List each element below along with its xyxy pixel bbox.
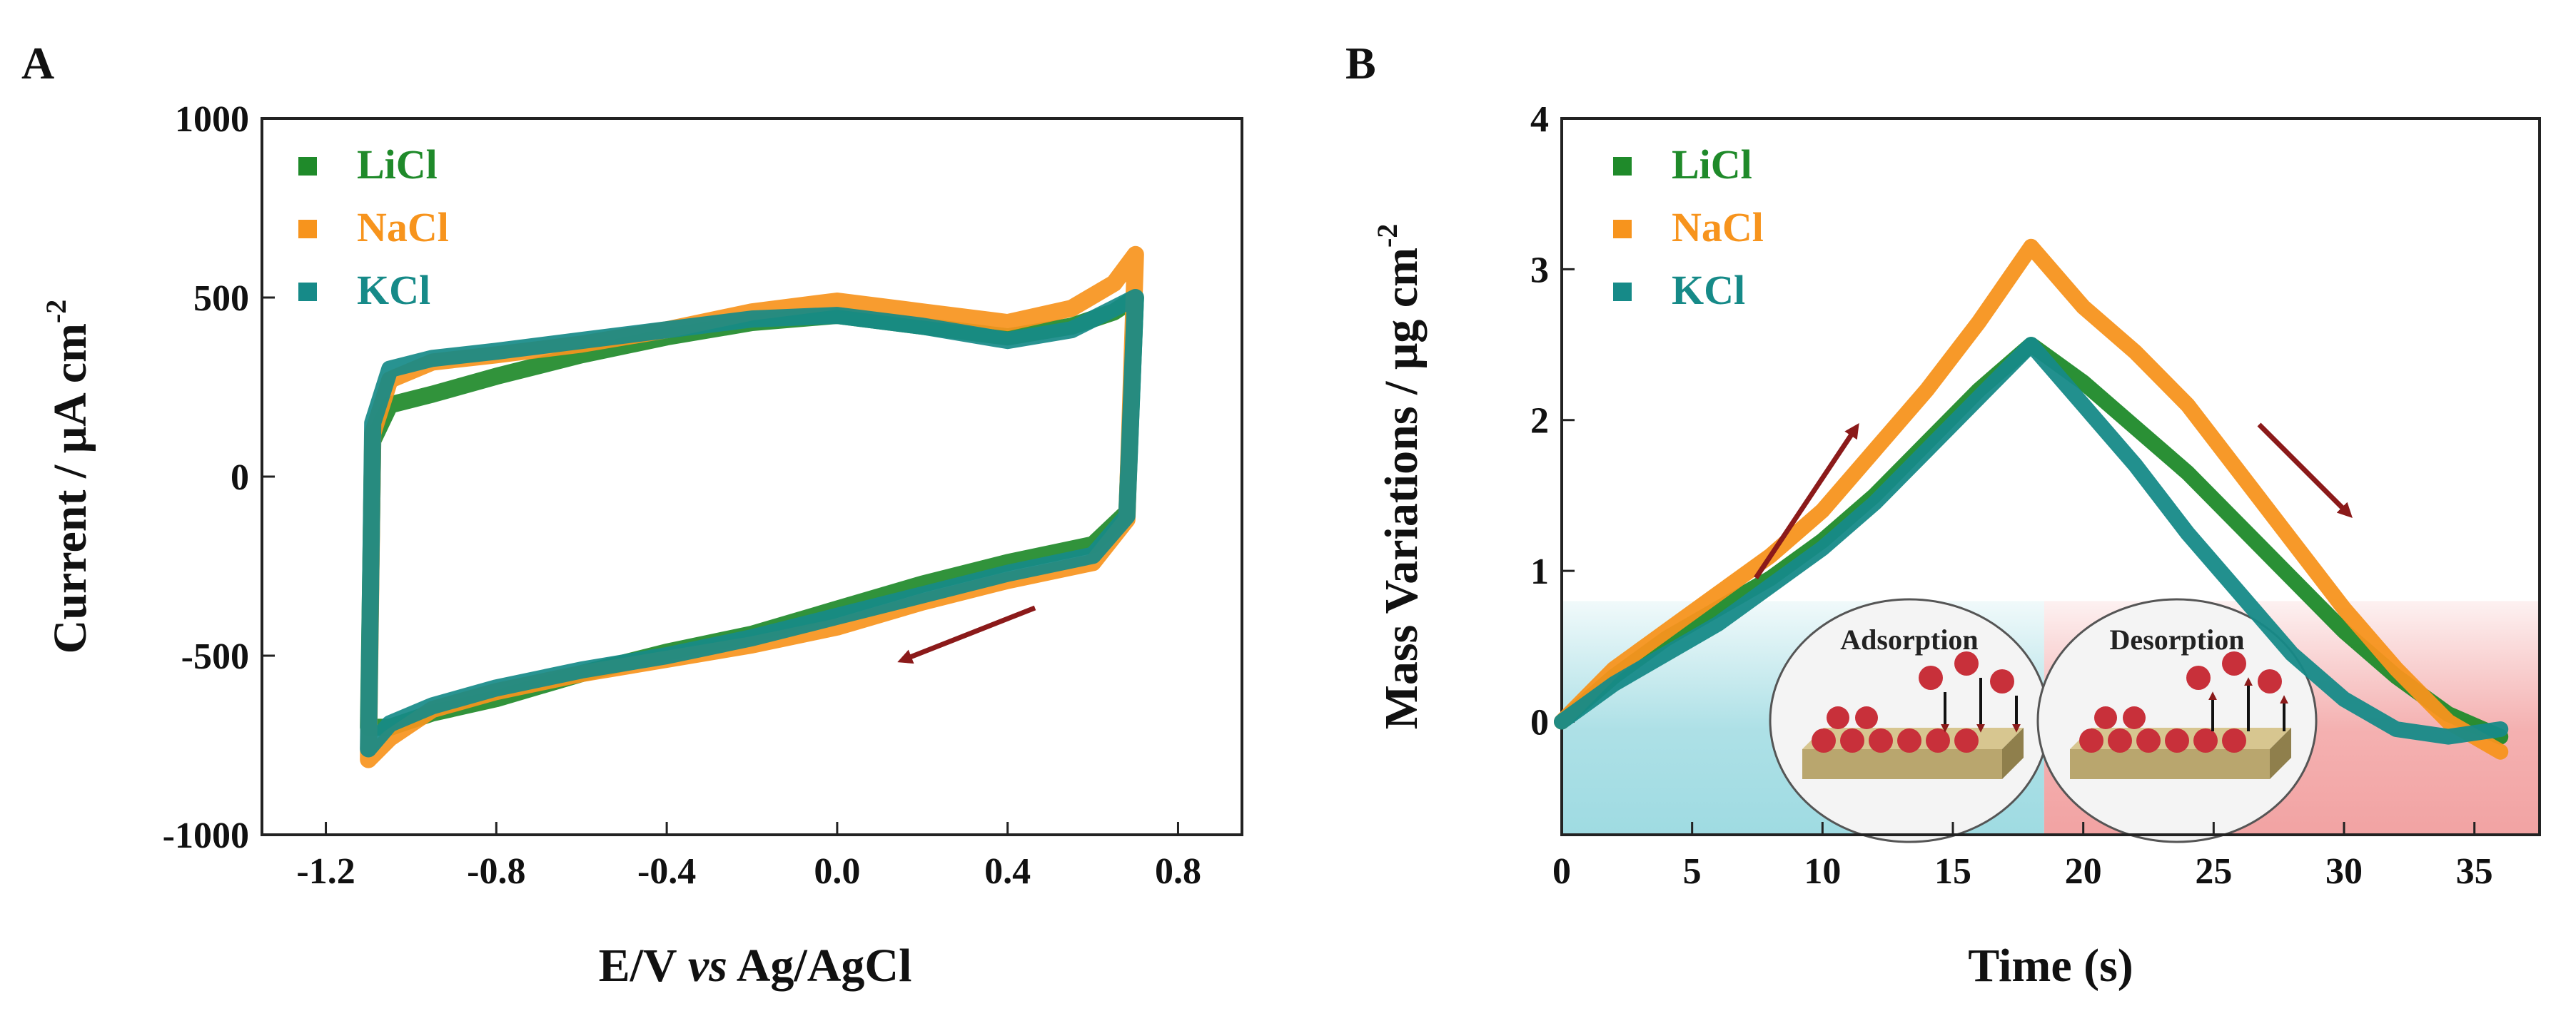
legend-label-kcl: KCl xyxy=(357,267,430,313)
surface-ion xyxy=(2222,728,2246,753)
increase-arrow xyxy=(1754,423,1859,579)
scan-direction-arrow xyxy=(897,605,1036,664)
legend-marker-nacl xyxy=(298,220,317,238)
y-tick-label: -1000 xyxy=(163,816,249,856)
panel-b-frame xyxy=(1560,117,2541,836)
moving-ion xyxy=(2186,666,2211,690)
surface-ion xyxy=(1897,728,1921,753)
y-tick-label: -500 xyxy=(181,636,249,677)
surface-ion xyxy=(2079,728,2103,753)
moving-ion xyxy=(1919,666,1943,690)
panel-a-legend: LiCl NaCl KCl xyxy=(298,141,449,313)
moving-ion xyxy=(1954,651,1979,676)
moving-ion xyxy=(2222,651,2246,676)
panel-b-ticks: 0 5 10 15 20 25 30 35 0 1 2 3 4 xyxy=(1530,99,2493,892)
slab-side xyxy=(2002,728,2024,779)
surface-ion xyxy=(1827,706,1849,729)
surface-ion xyxy=(1812,728,1836,753)
x-tick-label: 0.0 xyxy=(814,851,860,892)
panel-a-ticks: -1.2 -0.8 -0.4 0.0 0.4 0.8 -1000 -500 0 500 1000 xyxy=(163,99,1201,892)
legend-label-licl: LiCl xyxy=(1672,141,1752,188)
moving-ion xyxy=(2258,669,2282,694)
legend-marker-kcl xyxy=(1613,283,1632,301)
x-tick-label: 0.4 xyxy=(984,851,1031,892)
panel-a-y-axis-title: Current / μA cm-2 xyxy=(40,300,96,654)
legend-label-kcl: KCl xyxy=(1672,267,1745,313)
surface-ion xyxy=(1840,728,1864,753)
surface-ion xyxy=(1869,728,1893,753)
mass-line-nacl xyxy=(1554,238,2509,760)
legend-marker-kcl xyxy=(298,283,317,301)
panel-b-label: B xyxy=(1345,38,1376,88)
slab-front xyxy=(2070,749,2270,779)
slab-front xyxy=(1802,749,2002,779)
panel-b-series xyxy=(1554,238,2509,760)
x-tick-label: 30 xyxy=(2325,851,2363,892)
x-tick-label: -0.8 xyxy=(467,851,525,892)
surface-ion xyxy=(2108,728,2132,753)
surface-ion xyxy=(2094,706,2117,729)
panel-b-legend: LiCl NaCl KCl xyxy=(1613,141,1764,313)
legend-marker-licl xyxy=(298,157,317,176)
y-tick-label: 3 xyxy=(1530,250,1549,290)
x-tick-label: 10 xyxy=(1804,851,1841,892)
inset-label-desorption: Desorption xyxy=(2110,624,2245,656)
legend-marker-nacl xyxy=(1613,220,1632,238)
panel-a-series xyxy=(360,245,1144,768)
inset-circle xyxy=(2036,598,2318,843)
y-tick-label: 0 xyxy=(231,457,249,498)
chart-panel-a: -1.2 -0.8 -0.4 0.0 0.4 0.8 -1000 -500 0 500 1000 L… xyxy=(40,99,1243,992)
y-tick-label: 1 xyxy=(1530,552,1549,592)
x-tick-label: 0.8 xyxy=(1155,851,1201,892)
chart-panel-b: Adsorption Desorption 0 5 10 15 20 25 30 35 0 1 2 3 4… xyxy=(1371,99,2541,992)
panel-b-x-axis-title: Time (s) xyxy=(1968,940,2133,992)
x-tick-label: -0.4 xyxy=(637,851,696,892)
slab-side xyxy=(2270,728,2291,779)
x-tick-label: 35 xyxy=(2456,851,2493,892)
panel-a-label: A xyxy=(21,38,54,88)
panel-b-y-axis-title: Mass Variations / μg cm-2 xyxy=(1371,224,1428,730)
inset-label-adsorption: Adsorption xyxy=(1840,624,1978,656)
surface-ion xyxy=(2136,728,2161,753)
x-tick-label: 0 xyxy=(1552,851,1571,892)
x-tick-label: 5 xyxy=(1683,851,1702,892)
panel-b-insets: Adsorption Desorption xyxy=(1769,598,2318,843)
surface-ion xyxy=(2123,706,2146,729)
cv-loop-kcl xyxy=(360,289,1144,758)
y-tick-label: 1000 xyxy=(175,99,249,140)
surface-ion xyxy=(1954,728,1979,753)
legend-label-nacl: NaCl xyxy=(357,204,449,250)
legend-label-nacl: NaCl xyxy=(1672,204,1764,250)
legend-marker-licl xyxy=(1613,157,1632,176)
x-tick-label: 25 xyxy=(2195,851,2232,892)
y-tick-label: 4 xyxy=(1530,99,1549,140)
x-tick-label: 15 xyxy=(1934,851,1971,892)
moving-ion xyxy=(1990,669,2014,694)
surface-ion xyxy=(2165,728,2189,753)
x-tick-label: -1.2 xyxy=(296,851,355,892)
y-tick-label: 500 xyxy=(193,278,249,319)
panel-a-x-axis-title: E/V vs Ag/AgCl xyxy=(599,940,912,992)
y-tick-label: 0 xyxy=(1530,702,1549,743)
surface-ion xyxy=(1926,728,1950,753)
surface-ion xyxy=(1855,706,1878,729)
mass-line-kcl xyxy=(1554,337,2509,745)
surface-ion xyxy=(2193,728,2218,753)
legend-label-licl: LiCl xyxy=(357,141,438,188)
x-tick-label: 20 xyxy=(2065,851,2102,892)
decrease-arrow xyxy=(2257,422,2353,518)
y-tick-label: 2 xyxy=(1530,401,1549,442)
